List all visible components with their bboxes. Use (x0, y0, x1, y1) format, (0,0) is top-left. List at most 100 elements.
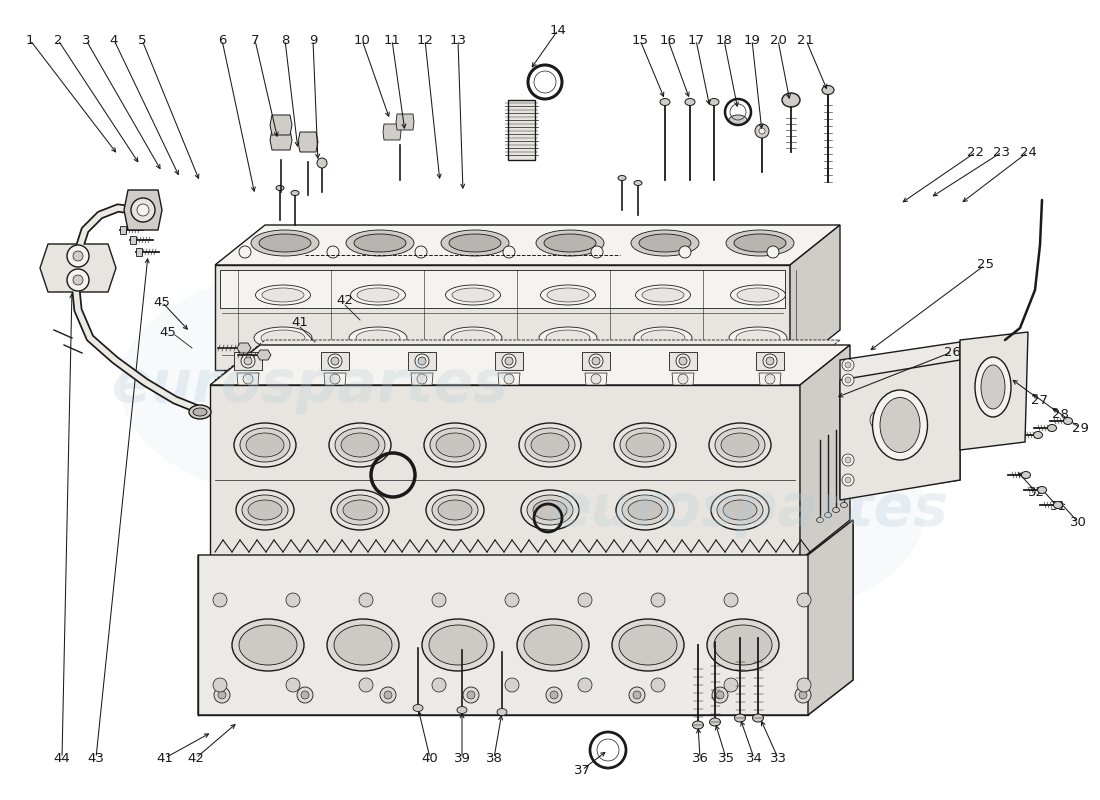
Text: 6: 6 (218, 34, 227, 46)
Ellipse shape (736, 355, 780, 371)
Ellipse shape (349, 327, 407, 349)
Circle shape (591, 374, 601, 384)
Ellipse shape (356, 355, 400, 371)
Polygon shape (214, 225, 840, 265)
Ellipse shape (258, 234, 311, 252)
Polygon shape (790, 225, 840, 370)
Text: 32: 32 (1027, 486, 1045, 498)
Polygon shape (408, 352, 436, 370)
Polygon shape (234, 352, 262, 370)
Ellipse shape (424, 423, 486, 467)
Ellipse shape (616, 490, 674, 530)
Circle shape (418, 357, 426, 365)
Ellipse shape (707, 619, 779, 671)
Ellipse shape (1022, 471, 1031, 478)
Ellipse shape (544, 234, 596, 252)
Ellipse shape (192, 408, 207, 416)
Circle shape (327, 246, 339, 258)
Circle shape (799, 691, 807, 699)
Circle shape (766, 357, 774, 365)
Ellipse shape (833, 507, 839, 513)
Ellipse shape (356, 330, 400, 346)
Text: 8: 8 (280, 34, 289, 46)
Circle shape (218, 691, 226, 699)
Text: 28: 28 (1052, 407, 1068, 421)
Ellipse shape (720, 433, 759, 457)
Ellipse shape (255, 285, 310, 305)
Ellipse shape (248, 500, 282, 520)
Circle shape (798, 678, 811, 692)
Ellipse shape (327, 619, 399, 671)
Circle shape (241, 354, 255, 368)
Text: 24: 24 (1020, 146, 1036, 158)
Ellipse shape (337, 495, 383, 525)
Text: 29: 29 (1071, 422, 1088, 434)
Circle shape (842, 454, 854, 466)
Circle shape (578, 678, 592, 692)
Ellipse shape (641, 355, 685, 371)
Ellipse shape (612, 619, 684, 671)
Circle shape (763, 354, 777, 368)
Text: 1: 1 (25, 34, 34, 46)
Text: 36: 36 (692, 751, 708, 765)
Ellipse shape (412, 705, 424, 711)
Circle shape (286, 593, 300, 607)
Text: 14: 14 (550, 23, 566, 37)
Ellipse shape (729, 352, 786, 374)
Text: 25: 25 (977, 258, 993, 271)
Ellipse shape (660, 98, 670, 106)
Ellipse shape (539, 352, 597, 374)
Text: 42: 42 (337, 294, 353, 306)
Circle shape (67, 269, 89, 291)
Ellipse shape (840, 502, 847, 507)
Ellipse shape (430, 428, 480, 462)
Circle shape (862, 402, 898, 438)
Ellipse shape (729, 327, 786, 349)
Ellipse shape (456, 706, 468, 714)
Ellipse shape (254, 327, 312, 349)
Circle shape (301, 691, 309, 699)
Text: 45: 45 (154, 295, 170, 309)
Ellipse shape (246, 433, 284, 457)
Ellipse shape (189, 405, 211, 419)
Circle shape (550, 691, 558, 699)
Text: 33: 33 (770, 751, 786, 765)
Ellipse shape (710, 423, 771, 467)
Text: 30: 30 (1069, 515, 1087, 529)
Ellipse shape (614, 423, 676, 467)
Ellipse shape (276, 186, 284, 190)
Polygon shape (585, 373, 607, 385)
Ellipse shape (1047, 425, 1056, 431)
Circle shape (214, 687, 230, 703)
Circle shape (845, 457, 851, 463)
Circle shape (244, 357, 252, 365)
Ellipse shape (636, 285, 691, 305)
Ellipse shape (1064, 418, 1072, 425)
Circle shape (632, 691, 641, 699)
Polygon shape (840, 360, 960, 500)
Circle shape (842, 374, 854, 386)
Ellipse shape (710, 98, 719, 106)
Circle shape (591, 246, 603, 258)
Ellipse shape (351, 285, 406, 305)
Polygon shape (495, 352, 522, 370)
Text: 31: 31 (1049, 501, 1067, 514)
Circle shape (917, 382, 933, 398)
Ellipse shape (546, 355, 590, 371)
Polygon shape (960, 332, 1028, 450)
Ellipse shape (752, 714, 763, 722)
Circle shape (679, 246, 691, 258)
Circle shape (379, 687, 396, 703)
Circle shape (213, 678, 227, 692)
Circle shape (468, 691, 475, 699)
Ellipse shape (334, 625, 392, 665)
Text: 10: 10 (353, 34, 371, 46)
Circle shape (359, 678, 373, 692)
Ellipse shape (723, 500, 757, 520)
Polygon shape (198, 520, 852, 715)
Polygon shape (383, 124, 402, 140)
Text: 9: 9 (309, 34, 317, 46)
Circle shape (629, 687, 645, 703)
Text: 15: 15 (631, 34, 649, 46)
Text: 40: 40 (421, 751, 439, 765)
